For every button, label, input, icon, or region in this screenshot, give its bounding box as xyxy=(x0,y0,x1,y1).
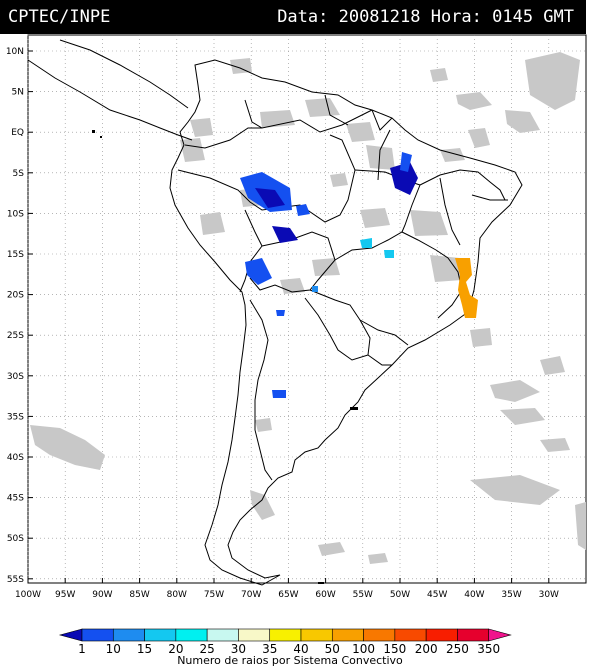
lon-label: 95W xyxy=(55,590,75,600)
colorbar-segment xyxy=(363,628,396,642)
colorbar-segment xyxy=(425,628,458,642)
lon-label: 35W xyxy=(501,590,521,600)
lon-label: 55W xyxy=(353,590,373,600)
lon-label: 60W xyxy=(315,590,335,600)
lat-label: 20S xyxy=(7,291,24,301)
colorbar-right-arrow xyxy=(488,628,512,642)
colorbar-left-arrow xyxy=(58,628,83,642)
datetime-label: Data: 20081218 Hora: 0145 GMT xyxy=(277,7,574,27)
colorbar-segment xyxy=(238,628,271,642)
convective-system xyxy=(312,286,318,292)
lon-label: 30W xyxy=(539,590,559,600)
lon-label: 45W xyxy=(427,590,447,600)
lat-label: 45S xyxy=(7,494,24,504)
colorbar-tick-label: 200 xyxy=(415,642,438,656)
lat-label: 5N xyxy=(12,88,24,98)
colorbar-tick-label: 30 xyxy=(231,642,246,656)
lat-label: 15S xyxy=(7,250,24,260)
colorbar-tick-label: 350 xyxy=(477,642,500,656)
colorbar-segment xyxy=(457,628,490,642)
convective-systems xyxy=(240,152,478,398)
convective-system xyxy=(384,250,394,258)
convective-system xyxy=(296,204,310,216)
colorbar-segment xyxy=(269,628,302,642)
convective-system xyxy=(455,258,478,318)
colorbar-label: Numero de raios por Sistema Convectivo xyxy=(177,654,403,667)
convective-system xyxy=(245,258,272,285)
colorbar-tick-label: 40 xyxy=(293,642,308,656)
colorbar-tick-label: 1 xyxy=(78,642,86,656)
lon-label: 70W xyxy=(241,590,261,600)
convective-system xyxy=(272,226,298,243)
lon-label: 90W xyxy=(92,590,112,600)
lon-label: 100W xyxy=(15,590,41,600)
lat-label: 35S xyxy=(7,412,24,422)
lon-label: 65W xyxy=(278,590,298,600)
convective-system xyxy=(255,188,285,208)
lat-label: 10N xyxy=(6,47,24,57)
colorbar-segment xyxy=(394,628,427,642)
lon-label: 85W xyxy=(129,590,149,600)
colorbar-segment xyxy=(175,628,208,642)
colorbar-segment xyxy=(300,628,333,642)
colorbar-segment xyxy=(331,628,364,642)
convective-system xyxy=(272,390,286,398)
convective-system xyxy=(390,162,418,195)
lon-label: 50W xyxy=(390,590,410,600)
colorbar-ticks: 1 10 15 20 25 30 35 40 50 100 150 200 250 350 xyxy=(78,642,500,656)
lat-label: 50S xyxy=(7,534,24,544)
lon-label: 80W xyxy=(167,590,187,600)
lat-axis: 10N 5N EQ 5S 10S 15S 20S 25S 30S 35S 40S 45S 50S 55S xyxy=(6,47,33,585)
lon-label: 75W xyxy=(204,590,224,600)
source-label: CPTEC/INPE xyxy=(8,7,111,27)
colorbar-tick-label: 35 xyxy=(262,642,277,656)
colorbar xyxy=(58,628,512,642)
colorbar-tick-label: 25 xyxy=(200,642,215,656)
lon-label: 40W xyxy=(464,590,484,600)
lat-label: 40S xyxy=(7,453,24,463)
lat-label: 10S xyxy=(7,209,24,219)
lat-label: 30S xyxy=(7,372,24,382)
lat-label: 25S xyxy=(7,331,24,341)
convective-system xyxy=(276,310,285,316)
title-bar: CPTEC/INPE Data: 20081218 Hora: 0145 GMT xyxy=(0,0,586,34)
colorbar-tick-label: 100 xyxy=(352,642,375,656)
lat-label: EQ xyxy=(11,128,24,138)
islands xyxy=(92,130,358,584)
colorbar-tick-label: 10 xyxy=(106,642,121,656)
colorbar-tick-label: 20 xyxy=(168,642,183,656)
cloud-cover xyxy=(30,52,586,564)
colorbar-segment xyxy=(112,628,145,642)
lat-label: 5S xyxy=(13,169,25,179)
colorbar-tick-label: 150 xyxy=(383,642,406,656)
lat-label: 55S xyxy=(7,575,24,585)
convective-system xyxy=(400,152,412,172)
colorbar-tick-label: 50 xyxy=(325,642,340,656)
colorbar-segment xyxy=(206,628,239,642)
lon-axis: 100W 95W 90W 85W 80W 75W 70W 65W 60W 55W 50W 45W 40W… xyxy=(15,578,559,600)
colorbar-segment xyxy=(144,628,177,642)
colorbar-segment xyxy=(81,628,114,642)
convective-system xyxy=(360,238,372,248)
colorbar-tick-label: 15 xyxy=(137,642,152,656)
colorbar-tick-label: 250 xyxy=(446,642,469,656)
